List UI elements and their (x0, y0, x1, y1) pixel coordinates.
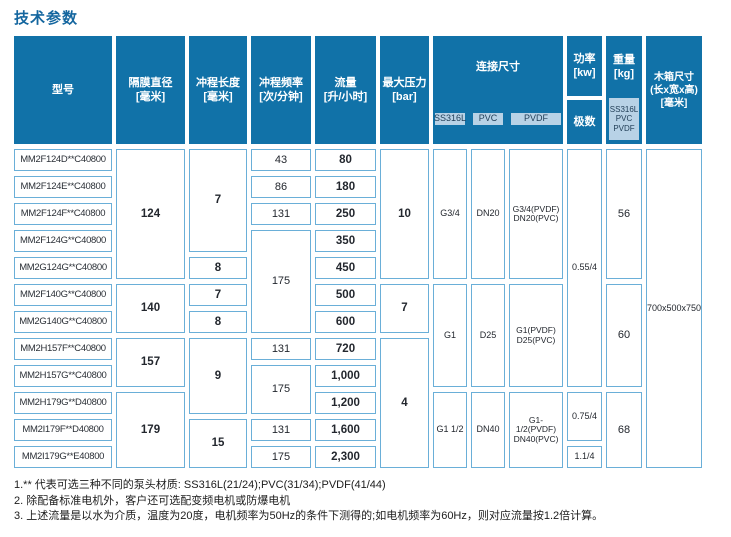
flow-cell: 350 (315, 230, 376, 252)
power-cell: 0.75/4 (567, 392, 602, 441)
flow-cell: 80 (315, 149, 376, 171)
header-connection-pvc: PVC (473, 113, 503, 125)
model-cell: MM2I179F**D40800 (14, 419, 112, 441)
flow-cell: 1,600 (315, 419, 376, 441)
model-cell: MM2F140G**C40800 (14, 284, 112, 306)
footnote-2: 2. 除配备标准电机外，客户还可选配变频电机或防爆电机 (14, 494, 291, 507)
header-box-size: 木箱尺寸 (长x宽x高) [毫米] (646, 36, 702, 144)
frequency-cell: 131 (251, 338, 311, 360)
header-weight: 重量 [kg] SS316L PVC PVDF (606, 36, 642, 144)
header-power-label: 功率 [kw] (573, 52, 596, 79)
model-cell: MM2I179G**E40800 (14, 446, 112, 468)
model-cell: MM2F124G**C40800 (14, 230, 112, 252)
header-poles-label: 极数 (573, 115, 596, 128)
frequency-cell: 175 (251, 230, 311, 333)
pvdf-cell: G1-1/2(PVDF) DN40(PVC) (509, 392, 563, 468)
pressure-cell: 4 (380, 338, 429, 468)
parameters-table: 型号 隔膜直径 [毫米] 冲程长度 [毫米] 冲程频率 [次/分钟] 流量 [升… (14, 36, 702, 468)
pvdf-cell: G3/4(PVDF) DN20(PVC) (509, 149, 563, 279)
power-cell: 1.1/4 (567, 446, 602, 468)
pvc-cell: DN20 (471, 149, 505, 279)
model-cell: MM2G140G**C40800 (14, 311, 112, 333)
frequency-cell: 43 (251, 149, 311, 171)
ss316l-cell: G1 1/2 (433, 392, 467, 468)
header-model: 型号 (14, 36, 112, 144)
footnote-3: 3. 上述流量是以水为介质，温度为20度，电机频率为50Hz的条件下测得的;如电… (14, 510, 604, 522)
model-cell: MM2F124E**C40800 (14, 176, 112, 198)
pvdf-cell: G1(PVDF) D25(PVC) (509, 284, 563, 387)
power-cell: 0.55/4 (567, 149, 602, 387)
header-connection-ss316l: SS316L (433, 113, 467, 125)
diaphragm-cell: 179 (116, 392, 185, 468)
frequency-cell: 131 (251, 419, 311, 441)
flow-cell: 720 (315, 338, 376, 360)
frequency-cell: 86 (251, 176, 311, 198)
weight-cell: 60 (606, 284, 642, 387)
footnote-1: 1.** 代表可选三种不同的泵头材质: SS316L(21/24);PVC(31… (14, 479, 386, 491)
flow-cell: 2,300 (315, 446, 376, 468)
stroke-length-cell: 8 (189, 257, 247, 279)
header-connection: 连接尺寸 SS316L PVC PVDF (433, 36, 563, 144)
pressure-cell: 7 (380, 284, 429, 333)
frequency-cell: 175 (251, 446, 311, 468)
ss316l-cell: G3/4 (433, 149, 467, 279)
flow-cell: 600 (315, 311, 376, 333)
diaphragm-cell: 124 (116, 149, 185, 279)
model-cell: MM2F124D**C40800 (14, 149, 112, 171)
model-cell: MM2H179G**D40800 (14, 392, 112, 414)
header-stroke-length: 冲程长度 [毫米] (189, 36, 247, 144)
header-diaphragm: 隔膜直径 [毫米] (116, 36, 185, 144)
flow-cell: 180 (315, 176, 376, 198)
stroke-length-cell: 7 (189, 149, 247, 252)
model-cell: MM2H157F**C40800 (14, 338, 112, 360)
frequency-cell: 131 (251, 203, 311, 225)
model-cell: MM2F124F**C40800 (14, 203, 112, 225)
header-weight-materials: SS316L PVC PVDF (609, 98, 639, 140)
stroke-length-cell: 8 (189, 311, 247, 333)
frequency-cell: 175 (251, 365, 311, 414)
header-power: 功率 [kw] 极数 (567, 36, 602, 144)
header-flow: 流量 [升/小时] (315, 36, 376, 144)
header-stroke-frequency: 冲程频率 [次/分钟] (251, 36, 311, 144)
header-weight-label: 重量 [kg] (613, 53, 635, 80)
header-connection-pvdf: PVDF (511, 113, 561, 125)
header-max-pressure: 最大压力 [bar] (380, 36, 429, 144)
flow-cell: 500 (315, 284, 376, 306)
flow-cell: 450 (315, 257, 376, 279)
pvc-cell: DN40 (471, 392, 505, 468)
pvc-cell: D25 (471, 284, 505, 387)
diaphragm-cell: 157 (116, 338, 185, 387)
box-size-cell: 700x500x750 (646, 149, 702, 468)
diaphragm-cell: 140 (116, 284, 185, 333)
stroke-length-cell: 15 (189, 419, 247, 468)
flow-cell: 1,200 (315, 392, 376, 414)
header-power-divider (567, 95, 602, 100)
stroke-length-cell: 9 (189, 338, 247, 414)
flow-cell: 250 (315, 203, 376, 225)
footnotes: 1.** 代表可选三种不同的泵头材质: SS316L(21/24);PVC(31… (14, 478, 726, 525)
page-title: 技术参数 (14, 10, 79, 27)
stroke-length-cell: 7 (189, 284, 247, 306)
weight-cell: 56 (606, 149, 642, 279)
header-connection-title: 连接尺寸 (476, 60, 520, 73)
model-cell: MM2G124G**C40800 (14, 257, 112, 279)
model-cell: MM2H157G**C40800 (14, 365, 112, 387)
weight-cell: 68 (606, 392, 642, 468)
flow-cell: 1,000 (315, 365, 376, 387)
ss316l-cell: G1 (433, 284, 467, 387)
pressure-cell: 10 (380, 149, 429, 279)
